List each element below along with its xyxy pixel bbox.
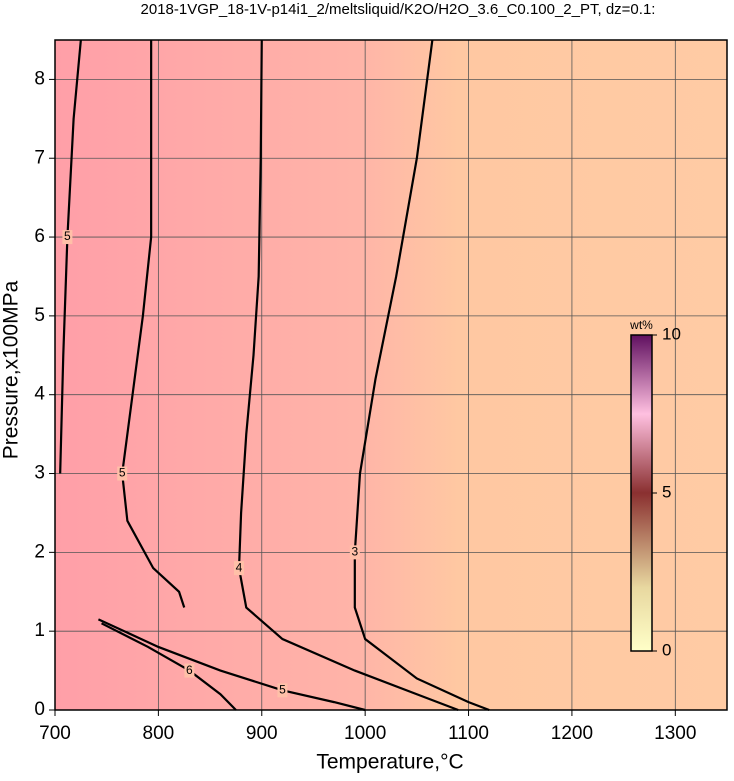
contour-label-bg: [117, 466, 128, 481]
y-axis-label: Pressure,x100MPa: [0, 280, 23, 459]
colorbar-tick-label: 10: [662, 324, 681, 343]
y-tick-label: 6: [34, 226, 45, 247]
y-tick-label: 7: [34, 147, 45, 168]
y-tick-label: 2: [34, 541, 45, 562]
colorbar-label: wt%: [629, 318, 653, 332]
contour-label: 5: [119, 466, 126, 480]
colorbar-tick-label: 0: [662, 640, 671, 659]
y-tick-label: 8: [34, 68, 45, 89]
x-tick-label: 1000: [344, 723, 386, 744]
contour-label: 5: [279, 682, 286, 696]
x-tick-label: 1200: [551, 723, 593, 744]
contour-label: 6: [186, 663, 193, 677]
plot-background: [55, 40, 727, 710]
y-tick-label: 1: [34, 620, 45, 641]
contour-label-bg: [349, 545, 360, 560]
contour-label: 3: [351, 545, 358, 559]
contour-label-bg: [184, 663, 195, 678]
x-tick-label: 900: [246, 723, 278, 744]
x-tick-label: 800: [143, 723, 175, 744]
x-axis-label: Temperature,°C: [316, 751, 463, 774]
contour-label: 4: [236, 560, 243, 574]
colorbar-tick-label: 5: [662, 482, 671, 501]
y-tick-label: 0: [34, 699, 45, 720]
contour-label-bg: [234, 561, 245, 576]
x-tick-label: 700: [39, 723, 71, 744]
y-tick-label: 5: [34, 305, 45, 326]
contour-label-bg: [277, 683, 288, 698]
chart-title: 2018-1VGP_18-1V-p14i1_2/meltsliquid/K2O/…: [141, 1, 656, 18]
contour-label: 5: [64, 229, 71, 243]
x-tick-label: 1300: [654, 723, 696, 744]
contour-line: [97, 618, 366, 712]
x-tick-label: 1100: [448, 723, 489, 744]
y-tick-label: 3: [34, 463, 45, 484]
y-tick-label: 4: [34, 384, 45, 405]
colorbar: [630, 334, 653, 652]
contour-label-bg: [62, 230, 73, 245]
contour-line: [237, 39, 459, 712]
plot-frame: [54, 39, 728, 711]
